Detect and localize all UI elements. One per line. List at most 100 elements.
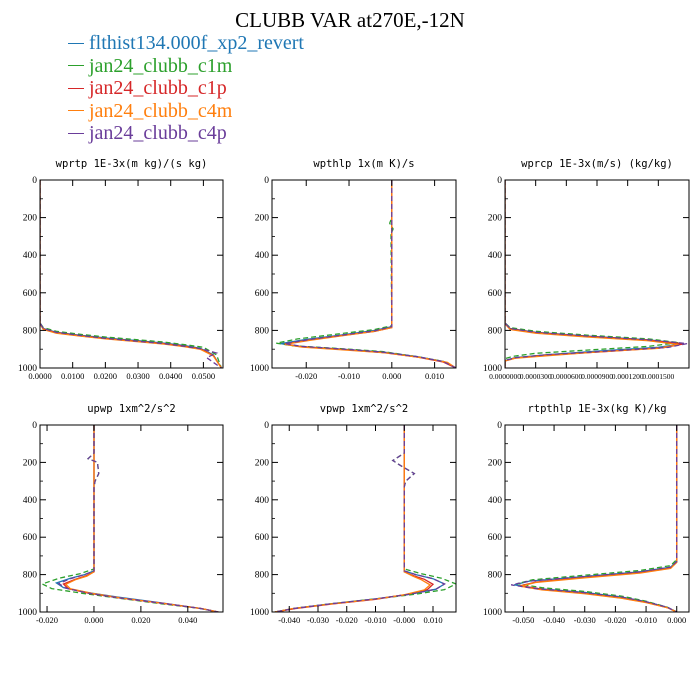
series-line-4-4 (274, 425, 446, 612)
y-tick-label-0-2: 400 (23, 251, 38, 261)
x-tick-label-5-1: -0.040 (543, 615, 565, 625)
plot-frame-5 (504, 424, 690, 613)
y-tick-label-5-4: 800 (488, 571, 503, 581)
x-tick-label-1-0: -0.020 (295, 371, 317, 381)
panel-title-4: vpwp 1xm^2/s^2 (320, 403, 409, 415)
y-tick-label-5-0: 0 (497, 421, 502, 431)
series-line-4-0 (274, 425, 446, 612)
y-tick-label-4-3: 600 (255, 533, 270, 543)
legend-swatch-1 (68, 65, 84, 67)
y-tick-label-3-3: 600 (23, 533, 38, 543)
y-tick-label-3-1: 200 (23, 458, 38, 468)
y-tick-label-4-4: 800 (255, 571, 270, 581)
x-tick-label-0-1: 0.0100 (61, 371, 84, 381)
series-line-5-3 (520, 425, 678, 612)
panel-title-2: wprcp 1E-3x(m/s) (kg/kg) (521, 158, 673, 170)
y-tick-label-3-5: 1000 (18, 608, 37, 618)
panel-title-0: wprtp 1E-3x(m kg)/(s kg) (56, 158, 208, 170)
series-line-3-4 (57, 425, 219, 612)
y-tick-label-3-4: 800 (23, 571, 38, 581)
panel-4: vpwp 1xm^2/s^2 0 200 400 600 800 1000 -0.040 -0.… (250, 403, 457, 625)
legend-entry-0: flthist134.000f_xp2_revert (68, 32, 304, 55)
y-tick-label-4-0: 0 (264, 421, 269, 431)
legend-swatch-3 (68, 110, 84, 112)
series-line-0-0 (40, 180, 222, 368)
series-line-1-4 (284, 180, 456, 368)
y-tick-label-1-1: 200 (255, 214, 270, 224)
series-line-2-4 (505, 180, 688, 368)
x-tick-label-1-3: 0.010 (425, 371, 444, 381)
legend-swatch-2 (68, 87, 84, 89)
x-tick-label-0-0: 0.0000 (28, 371, 51, 381)
x-tick-label-3-2: 0.020 (131, 615, 150, 625)
legend-label-3: jan24_clubb_c4m (89, 99, 233, 122)
y-tick-label-1-5: 1000 (250, 364, 269, 374)
x-tick-label-2-1: 0.0000300 (520, 372, 552, 381)
x-tick-label-3-3: 0.040 (178, 615, 197, 625)
y-tick-label-2-4: 800 (488, 326, 503, 336)
legend-label-0: flthist134.000f_xp2_revert (89, 32, 304, 54)
chart-title: CLUBB VAR at270E,-12N (235, 8, 465, 32)
y-tick-label-0-3: 600 (23, 289, 38, 299)
y-tick-label-5-1: 200 (488, 458, 503, 468)
x-tick-label-5-2: -0.030 (574, 615, 596, 625)
panel-5: rtpthlp 1E-3x(kg K)/kg02004006008001000-… (483, 403, 690, 625)
y-tick-label-4-5: 1000 (250, 608, 269, 618)
x-tick-label-5-3: -0.020 (604, 615, 626, 625)
x-tick-label-5-4: -0.010 (635, 615, 657, 625)
y-tick-label-4-1: 200 (255, 458, 270, 468)
series-line-5-2 (520, 425, 678, 612)
x-tick-label-0-4: 0.0400 (159, 371, 182, 381)
series-line-3-0 (54, 425, 219, 612)
legend-label-4: jan24_clubb_c4p (89, 122, 227, 144)
series-line-5-4 (510, 425, 678, 612)
x-tick-label-1-2: 0.000 (382, 371, 401, 381)
legend-entry-1: jan24_clubb_c1m (68, 55, 304, 78)
series-line-1-3 (284, 180, 456, 368)
panel-title-1: wpthlp 1x(m K)/s (313, 158, 414, 170)
plot-frame-1 (271, 179, 457, 369)
panel-2: wprcp 1E-3x(m/s) (kg/kg) 0 200 400 600 800 100… (483, 158, 690, 381)
series-line-4-3 (274, 425, 432, 612)
y-tick-label-2-5: 1000 (483, 364, 502, 374)
y-tick-label-1-2: 400 (255, 251, 270, 261)
y-tick-label-1-3: 600 (255, 289, 270, 299)
x-tick-label-4-5: 0.010 (423, 615, 442, 625)
x-tick-label-4-2: -0.020 (336, 615, 358, 625)
x-tick-label-4-4: -0.000 (393, 615, 415, 625)
y-tick-label-0-4: 800 (23, 326, 38, 336)
x-tick-label-0-5: 0.0500 (192, 371, 215, 381)
series-line-3-1 (40, 425, 219, 612)
x-tick-label-2-4: 0.0001200 (612, 372, 644, 381)
legend-entry-3: jan24_clubb_c4m (68, 100, 304, 123)
y-tick-label-2-0: 0 (497, 176, 502, 186)
series-line-0-4 (40, 180, 222, 368)
plot-frame-2 (504, 179, 690, 369)
x-tick-label-2-0: 0.0000000 (489, 372, 521, 381)
panel-0: wprtp 1E-3x(m kg)/(s kg) 0 200 400 600 800 100… (18, 158, 224, 381)
y-tick-label-3-2: 400 (23, 496, 38, 506)
y-tick-label-0-5: 1000 (18, 364, 37, 374)
x-tick-label-4-3: -0.010 (365, 615, 387, 625)
x-tick-label-3-0: -0.020 (36, 615, 58, 625)
y-tick-label-0-0: 0 (32, 176, 37, 186)
panel-title-5: rtpthlp 1E-3x(kg K)/kg (527, 403, 666, 415)
legend-label-1: jan24_clubb_c1m (89, 54, 233, 77)
series-line-4-2 (274, 425, 435, 612)
series-line-3-3 (64, 425, 219, 612)
x-tick-label-2-2: 0.0000600 (550, 372, 582, 381)
x-tick-label-0-2: 0.0200 (94, 371, 117, 381)
panel-1: wpthlp 1x(m K)/s 0 200 400 600 800 1000 -0.020 -… (250, 158, 457, 381)
y-tick-label-2-2: 400 (488, 251, 503, 261)
series-line-3-2 (62, 425, 219, 612)
y-tick-label-1-4: 800 (255, 326, 270, 336)
x-tick-label-0-3: 0.0300 (126, 371, 149, 381)
x-tick-label-2-5: 0.0001500 (642, 372, 674, 381)
panel-3: upwp 1xm^2/s^2 0 200 400 600 800 1000-0.020 0.0… (18, 403, 224, 625)
y-tick-label-2-1: 200 (488, 214, 503, 224)
y-tick-label-5-3: 600 (488, 533, 503, 543)
legend-label-2: jan24_clubb_c1p (89, 77, 227, 99)
y-tick-label-3-0: 0 (32, 421, 37, 431)
y-tick-label-2-3: 600 (488, 289, 503, 299)
